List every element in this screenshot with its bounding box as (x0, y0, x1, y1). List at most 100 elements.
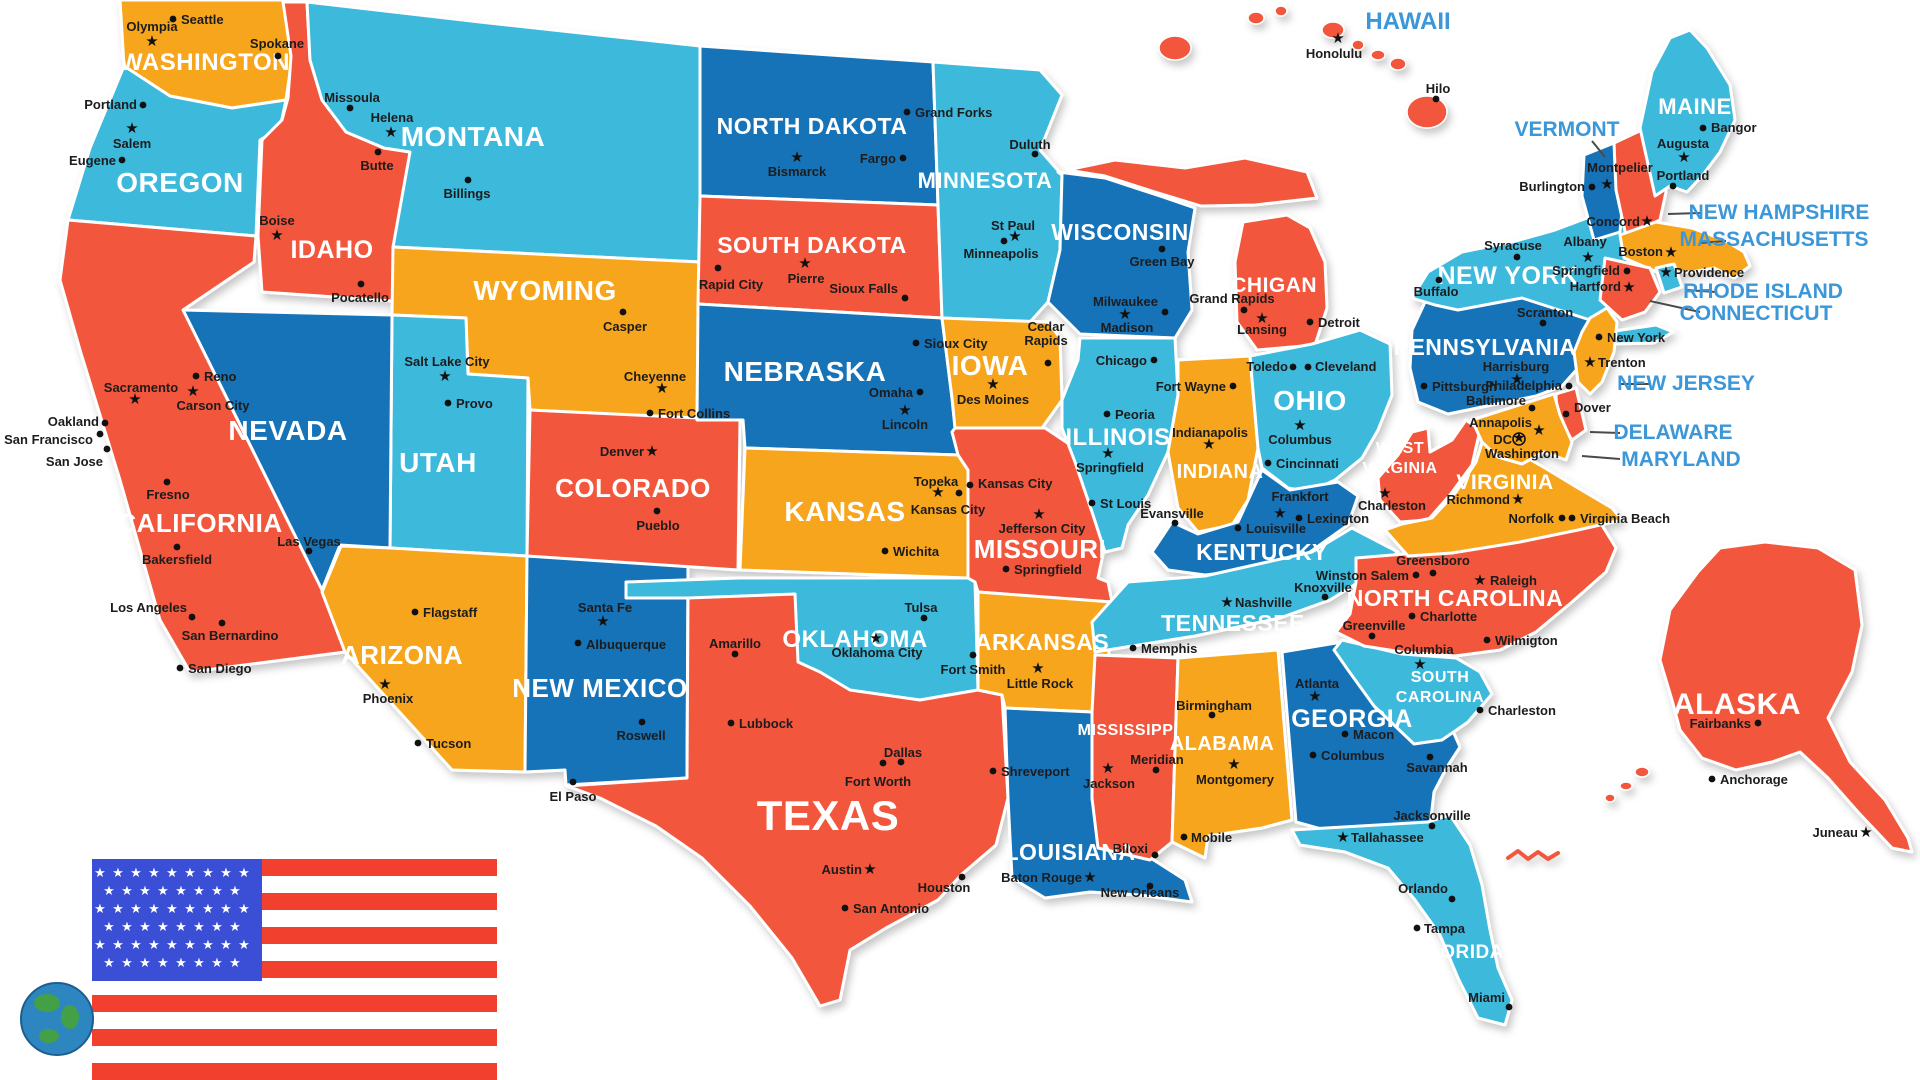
city-label-santa-fe: Santa Fe (578, 600, 632, 615)
flag-star-icon: ★ (229, 884, 241, 899)
flag-star-icon: ★ (112, 902, 124, 917)
state-label-alabama: ALABAMA (1170, 733, 1275, 755)
city-label-greenville: Greenville (1343, 618, 1406, 633)
city-label-billings: Billings (444, 186, 491, 201)
city-label-bakersfield: Bakersfield (142, 552, 212, 567)
island-hawaii (1247, 11, 1265, 25)
city-dot-icon (1306, 318, 1314, 326)
flag-star-icon: ★ (238, 938, 250, 953)
city-label-nashville: Nashville (1235, 595, 1292, 610)
state-label-michigan: MICHIGAN (1207, 274, 1317, 297)
city-label-new-orleans: New Orleans (1101, 885, 1180, 900)
flag-star-icon: ★ (157, 920, 169, 935)
city-label-phoenix: Phoenix (363, 691, 414, 706)
city-dot-icon (1754, 719, 1762, 727)
state-labels-layer: WASHINGTON OREGON IDAHO MONTANA WYOMING UTAH N… (116, 49, 1801, 963)
city-label-jefferson-city: Jefferson City (999, 521, 1086, 536)
capital-star-icon: ★ (1083, 868, 1096, 886)
city-label-fort-wayne: Fort Wayne (1156, 379, 1226, 394)
city-label-birmingham: Birmingham (1176, 698, 1252, 713)
city-label-madison: Madison (1101, 320, 1154, 335)
city-dot-icon (1505, 1003, 1513, 1011)
city-label-mobile: Mobile (1191, 830, 1232, 845)
city-label-winston-salem: Winston Salem (1316, 568, 1409, 583)
state-label-alaska: ALASKA (1673, 688, 1801, 721)
state-label-maine: MAINE (1658, 94, 1731, 119)
state-wisconsin (1046, 170, 1197, 340)
city-dot-icon (357, 280, 365, 288)
city-dot-icon (1088, 499, 1096, 507)
flag-star-icon: ★ (211, 956, 223, 971)
flag-star-icon: ★ (103, 884, 115, 899)
city-dot-icon (955, 489, 963, 497)
capital-star-icon: ★ (1659, 263, 1672, 281)
city-dot-icon (1448, 895, 1456, 903)
city-label-grand-rapids: Grand Rapids (1189, 291, 1274, 306)
city-label-boise: Boise (259, 213, 294, 228)
city-dot-icon (1289, 363, 1297, 371)
city-dot-icon (218, 619, 226, 627)
city-label-milwaukee: Milwaukee (1093, 294, 1158, 309)
city-label-hilo: Hilo (1426, 81, 1451, 96)
city-label-dc: DC (1493, 432, 1512, 447)
city-label-oklahoma-city: Oklahoma City (831, 645, 923, 660)
city-label-lincoln: Lincoln (882, 417, 928, 432)
state-florida (1290, 813, 1514, 1027)
callouts-layer: HAWAII VERMONT NEW HAMPSHIRE MASSACHUSETTS R… (1365, 8, 1869, 471)
state-alaska (1658, 540, 1914, 854)
city-dot-icon (1295, 514, 1303, 522)
state-michigan (1065, 156, 1319, 208)
state-label-kentucky: KENTUCKY (1196, 539, 1328, 565)
states-layer (58, 0, 1914, 1027)
state-label-montana: MONTANA (401, 121, 546, 152)
state-label-missouri: MISSOURI (974, 534, 1107, 564)
flag-star-icon: ★ (139, 920, 151, 935)
city-dot-icon (912, 339, 920, 347)
capital-star-icon: ★ (384, 123, 397, 141)
flag-star-icon: ★ (175, 920, 187, 935)
flag-stripe (92, 1012, 497, 1030)
state-label-california: CALIFORNIA (117, 508, 282, 538)
city-dot-icon (1002, 565, 1010, 573)
capital-star-icon: ★ (1008, 227, 1021, 245)
city-dot-icon (1420, 382, 1428, 390)
city-label-carson-city: Carson City (177, 398, 251, 413)
city-label-tucson: Tucson (426, 736, 471, 751)
state-texas (565, 592, 1010, 1008)
city-label-detroit: Detroit (1318, 315, 1361, 330)
city-dot-icon (374, 148, 382, 156)
capital-star-icon: ★ (1227, 755, 1240, 773)
city-label-montgomery: Montgomery (1196, 772, 1275, 787)
city-label-charleston: Charleston (1358, 498, 1426, 513)
city-dot-icon (274, 52, 282, 60)
capital-star-icon: ★ (125, 119, 138, 137)
city-label-meridian: Meridian (1130, 752, 1184, 767)
city-label-san-francisco: San Francisco (4, 432, 93, 447)
flag-star-icon: ★ (112, 938, 124, 953)
city-dot-icon (118, 156, 126, 164)
flag-star-icon: ★ (220, 902, 232, 917)
capital-star-icon: ★ (645, 442, 658, 460)
state-montana (305, 0, 702, 264)
flag-stripe (92, 978, 497, 996)
city-dot-icon (1558, 514, 1566, 522)
flag-star-icon: ★ (202, 902, 214, 917)
city-label-anchorage: Anchorage (1720, 772, 1788, 787)
city-label-sacramento: Sacramento (104, 380, 178, 395)
capital-star-icon: ★ (1859, 823, 1872, 841)
state-connecticut (1598, 256, 1662, 322)
state-label-arizona: ARIZONA (341, 640, 463, 670)
flag-star-icon: ★ (229, 956, 241, 971)
city-label-springfield: Springfield (1552, 263, 1620, 278)
city-label-st-paul: St Paul (991, 218, 1035, 233)
state-label-new-york: NEW YORK (1437, 262, 1578, 290)
capital-star-icon: ★ (1032, 505, 1045, 523)
city-dot-icon (192, 372, 200, 380)
globe-icon (20, 982, 94, 1056)
city-label-kansas-city: Kansas City (978, 476, 1053, 491)
city-label-augusta: Augusta (1657, 136, 1710, 151)
globe-icon (61, 1005, 79, 1029)
callout-vermont: VERMONT (1515, 118, 1620, 141)
city-label-green-bay: Green Bay (1129, 254, 1195, 269)
